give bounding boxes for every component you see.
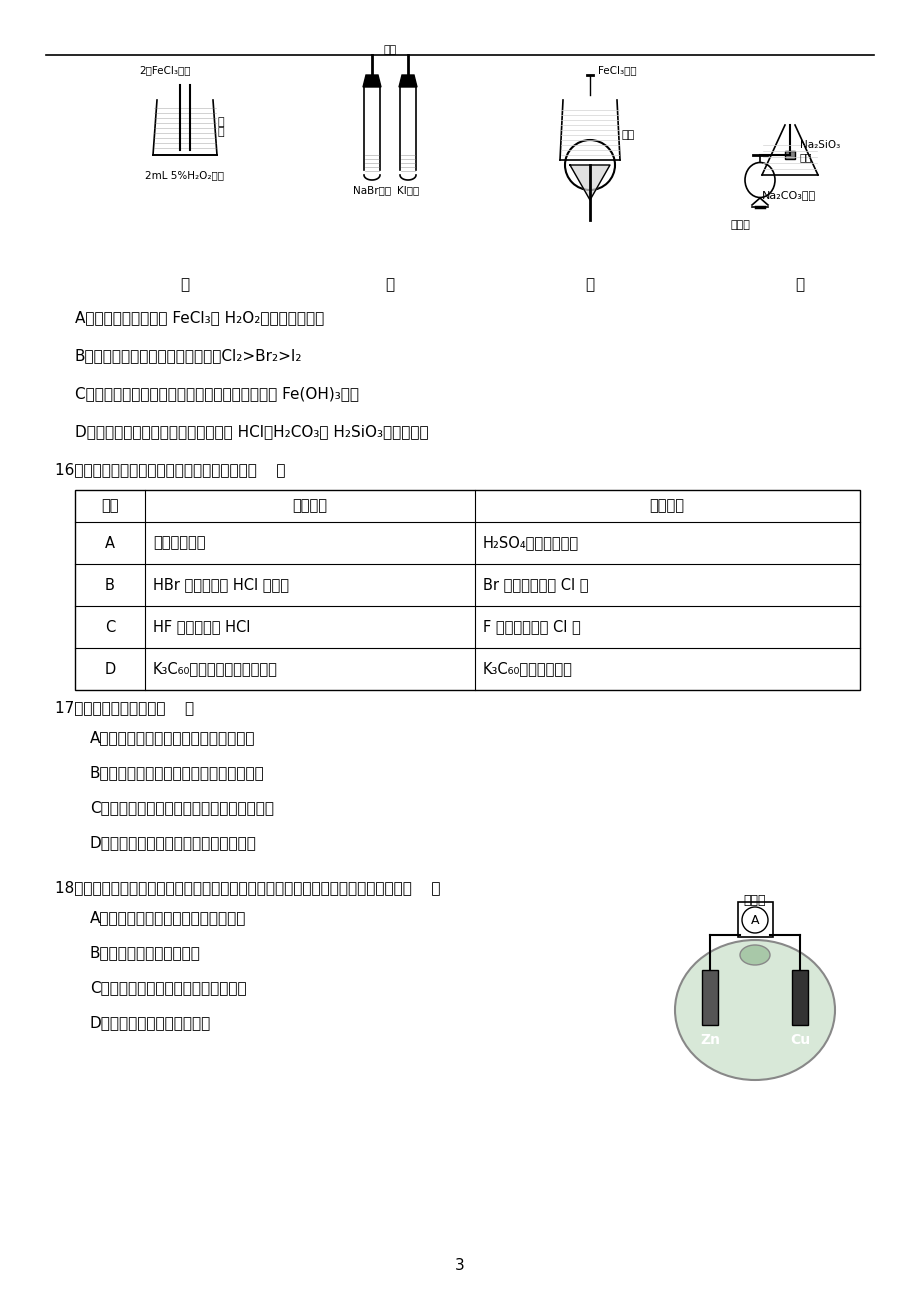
Text: Br 的非金属性比 Cl 强: Br 的非金属性比 Cl 强 — [482, 578, 588, 592]
Polygon shape — [363, 76, 380, 87]
Text: 溶液: 溶液 — [800, 152, 811, 161]
FancyBboxPatch shape — [737, 902, 772, 937]
Ellipse shape — [675, 940, 834, 1079]
Text: 水: 水 — [218, 128, 224, 137]
Text: K₃C₆₀中含有离子键: K₃C₆₀中含有离子键 — [482, 661, 573, 677]
Text: Na₂CO₃固体: Na₂CO₃固体 — [761, 190, 815, 201]
Text: 热: 热 — [218, 117, 224, 128]
Text: C．电子由铜电极通过导线流向锌电极: C．电子由铜电极通过导线流向锌电极 — [90, 980, 246, 995]
Text: D．在原电池负极发生失电子的还原反应: D．在原电池负极发生失电子的还原反应 — [90, 835, 256, 850]
Text: 选项: 选项 — [101, 499, 119, 513]
Polygon shape — [399, 76, 416, 87]
Text: C．将图丙中混合液体加热呈透明的红褐色，制备 Fe(OH)₃胶体: C．将图丙中混合液体加热呈透明的红褐色，制备 Fe(OH)₃胶体 — [75, 385, 358, 401]
Text: 丙: 丙 — [584, 277, 594, 293]
FancyBboxPatch shape — [701, 970, 717, 1025]
Text: D: D — [104, 661, 116, 677]
Text: C．原电池电解质溶液中的阳离子向正极移动: C．原电池电解质溶液中的阳离子向正极移动 — [90, 799, 274, 815]
Text: B．所有的氧化还原反应都能设计成原电池: B．所有的氧化还原反应都能设计成原电池 — [90, 766, 265, 780]
Text: FeCl₃溶液: FeCl₃溶液 — [597, 65, 636, 76]
Text: K₃C₆₀在熔融状态下能够导电: K₃C₆₀在熔融状态下能够导电 — [153, 661, 278, 677]
Text: NaBr溶液: NaBr溶液 — [353, 185, 391, 195]
Text: 电流计: 电流计 — [743, 893, 766, 906]
Text: D．锌片是该水果电池的正极: D．锌片是该水果电池的正极 — [90, 1016, 211, 1030]
Text: B．铜电极附近会出现蓝色: B．铜电极附近会出现蓝色 — [90, 945, 200, 960]
Text: B: B — [105, 578, 115, 592]
Text: C: C — [105, 620, 115, 634]
Text: 乙: 乙 — [385, 277, 394, 293]
Text: 稀硫酸能导电: 稀硫酸能导电 — [153, 535, 205, 551]
Text: 18．某同学设计了一个番茄电池，发现电流表指针也能发生偏转，下列说法正确的是（    ）: 18．某同学设计了一个番茄电池，发现电流表指针也能发生偏转，下列说法正确的是（ … — [55, 880, 440, 894]
Text: 3: 3 — [455, 1258, 464, 1272]
Text: KI溶液: KI溶液 — [396, 185, 419, 195]
Text: A．反应一段时间后，锌片质量会变小: A．反应一段时间后，锌片质量会变小 — [90, 910, 246, 924]
Polygon shape — [570, 165, 609, 201]
Text: 2mL 5%H₂O₂溶液: 2mL 5%H₂O₂溶液 — [145, 171, 224, 180]
FancyBboxPatch shape — [784, 151, 794, 159]
Text: 氯水: 氯水 — [383, 46, 396, 55]
FancyBboxPatch shape — [791, 970, 807, 1025]
Text: 17．下列说法正确的是（    ）: 17．下列说法正确的是（ ） — [55, 700, 194, 715]
Text: HF 的沸点高于 HCl: HF 的沸点高于 HCl — [153, 620, 250, 634]
FancyBboxPatch shape — [75, 490, 859, 690]
Text: D．根据图丁装置中产生的现象可比较 HCl、H₂CO₃和 H₂SiO₃的酸性强弱: D．根据图丁装置中产生的现象可比较 HCl、H₂CO₃和 H₂SiO₃的酸性强弱 — [75, 424, 428, 439]
Text: Na₂SiO₃: Na₂SiO₃ — [800, 141, 839, 150]
Text: B．设计图乙实验验证单质氧化性：Cl₂>Br₂>I₂: B．设计图乙实验验证单质氧化性：Cl₂>Br₂>I₂ — [75, 348, 302, 363]
Text: F 的非金属性比 Cl 强: F 的非金属性比 Cl 强 — [482, 620, 580, 634]
Text: 16．下列对一些实验事实和理论解释正确的是（    ）: 16．下列对一些实验事实和理论解释正确的是（ ） — [55, 462, 285, 477]
Text: 浓盐酸: 浓盐酸 — [730, 220, 749, 230]
Text: 沸水: 沸水 — [621, 130, 634, 141]
Text: 甲: 甲 — [180, 277, 189, 293]
Text: 实验事实: 实验事实 — [292, 499, 327, 513]
Text: 2滴FeCl₃溶液: 2滴FeCl₃溶液 — [139, 65, 190, 76]
Text: A．原电池是把电能转化为化学能的装置: A．原电池是把电能转化为化学能的装置 — [90, 730, 255, 745]
Text: A．利用图甲装置验证 FeCl₃对 H₂O₂分解有催化作用: A．利用图甲装置验证 FeCl₃对 H₂O₂分解有催化作用 — [75, 310, 323, 326]
Text: 丁: 丁 — [795, 277, 804, 293]
Text: H₂SO₄为离子化合物: H₂SO₄为离子化合物 — [482, 535, 578, 551]
Text: HBr 的酸性强于 HCl 的酸性: HBr 的酸性强于 HCl 的酸性 — [153, 578, 289, 592]
Text: Cu: Cu — [789, 1032, 810, 1047]
Text: 理论解释: 理论解释 — [649, 499, 684, 513]
Ellipse shape — [739, 945, 769, 965]
Text: Zn: Zn — [699, 1032, 720, 1047]
Text: A: A — [750, 914, 758, 927]
Text: A: A — [105, 535, 115, 551]
